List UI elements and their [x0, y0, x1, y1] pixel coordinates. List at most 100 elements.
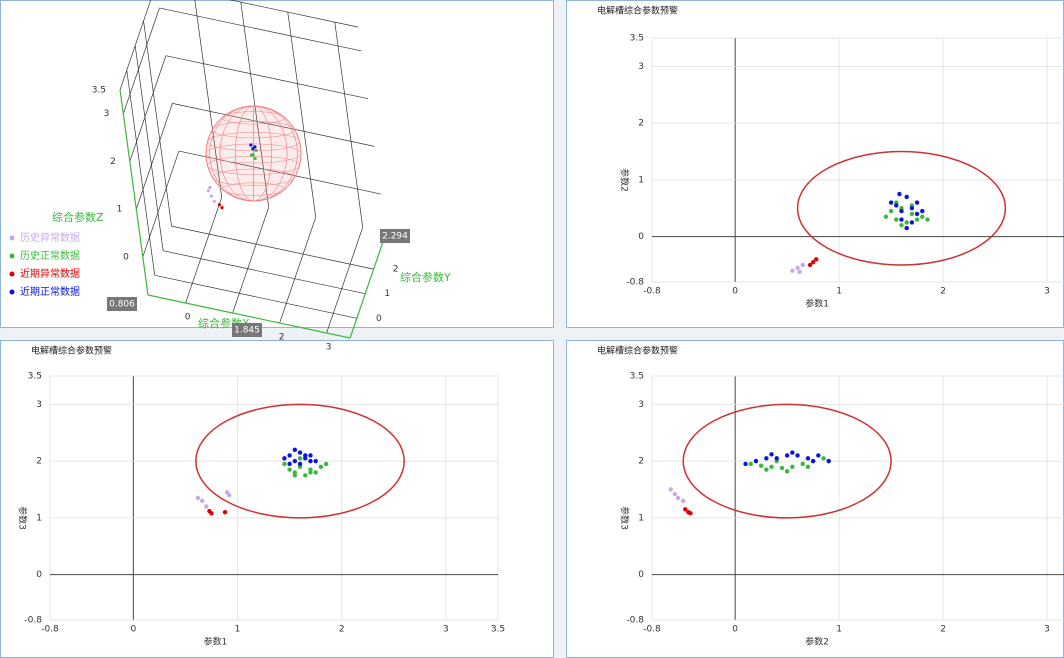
point — [297, 450, 303, 455]
y-tick-label: 3.5 — [630, 34, 644, 44]
grid-line — [194, 0, 223, 198]
point — [743, 461, 748, 467]
point — [313, 458, 318, 464]
y-axis — [349, 232, 387, 339]
x-tick-label: 3 — [1044, 287, 1050, 297]
point — [672, 491, 678, 497]
point — [251, 147, 255, 151]
z-tick-label: 3 — [104, 109, 110, 119]
point — [308, 453, 313, 458]
point — [297, 456, 303, 461]
point — [914, 200, 920, 205]
point — [282, 456, 287, 461]
y-tick-label: -0.8 — [24, 616, 42, 626]
point — [784, 453, 790, 458]
pointer-label: 1.845 — [234, 326, 260, 336]
point — [287, 453, 292, 458]
point — [303, 473, 308, 478]
point — [920, 214, 925, 219]
plot: -0.8 0 1 2 3 -0.8 0 1 2 3 3.5 参数2 参数3 — [619, 372, 1064, 648]
point — [748, 461, 753, 467]
y-tick-label: 0 — [638, 232, 644, 242]
threshold-ellipse — [195, 403, 405, 519]
point — [206, 189, 210, 193]
x-tick-label: 0 — [732, 625, 738, 635]
z-tick-label: 2 — [110, 157, 116, 167]
point — [764, 467, 769, 472]
point — [323, 461, 329, 467]
point — [287, 467, 292, 472]
grid-line — [240, 2, 270, 208]
point — [805, 464, 811, 469]
point — [909, 211, 915, 217]
point — [253, 145, 257, 149]
point — [308, 458, 313, 464]
z-tick-label: 3.5 — [92, 85, 106, 95]
grid-line — [165, 55, 369, 100]
x-tick-label: 2 — [339, 625, 345, 635]
grid-line — [229, 0, 359, 28]
x-tick-label: 0 — [130, 625, 136, 635]
grid-line — [163, 250, 366, 295]
point — [888, 208, 894, 214]
plot: -0.8 0 1 2 3 3.5 -0.8 0 1 2 3 3.5 参数1 参数3 — [17, 372, 506, 648]
x-axis-label: 参数1 — [204, 636, 228, 648]
legend-label: 近期异常数据 — [20, 267, 80, 280]
point — [764, 456, 769, 461]
threshold-ellipse — [682, 403, 892, 519]
point — [790, 268, 795, 273]
point — [909, 220, 915, 225]
point — [227, 492, 232, 498]
legend-label: 近期正常数据 — [20, 285, 80, 298]
point — [220, 206, 224, 210]
chart-title: 电解槽综合参数预警 — [31, 345, 112, 357]
grid-line — [326, 227, 364, 334]
y-tick-label: 1 — [638, 175, 644, 185]
point — [769, 452, 774, 457]
x-tick-label: 2 — [940, 287, 946, 297]
point — [914, 211, 920, 217]
y-tick-label: -0.8 — [626, 616, 644, 626]
point — [204, 504, 209, 509]
grid-line — [334, 22, 364, 228]
x-tick-label: 0 — [732, 287, 738, 297]
point — [914, 217, 920, 222]
point — [826, 458, 831, 464]
point — [209, 194, 213, 198]
pointer-box — [232, 323, 262, 337]
legend-swatch — [9, 235, 15, 241]
sphere-latitude — [205, 143, 302, 164]
point — [899, 208, 904, 214]
x-tick-label: 2 — [940, 625, 946, 635]
point — [683, 507, 688, 512]
legend-label: 历史异常数据 — [20, 231, 80, 244]
point — [894, 217, 899, 222]
point — [897, 191, 902, 197]
point — [790, 450, 795, 455]
pointer-label: 0.806 — [109, 300, 135, 310]
panel-2 — [0, 340, 554, 658]
x-axis — [147, 294, 351, 339]
x-tick-label: 3 — [443, 625, 449, 635]
point — [303, 453, 308, 458]
plot: -0.8 0 1 2 3 -0.8 0 1 2 3 3.5 参数1 参数2 — [619, 34, 1064, 310]
y-tick-label: 1 — [36, 513, 42, 523]
x-tick-label: 1 — [836, 625, 842, 635]
point — [904, 220, 909, 225]
point — [800, 262, 805, 268]
y-tick-label: 1 — [384, 289, 390, 299]
y-tick-label: -0.8 — [626, 278, 644, 288]
point — [894, 203, 899, 208]
y-axis-label: 参数3 — [17, 506, 29, 530]
point — [292, 447, 298, 452]
point — [814, 257, 819, 262]
y-tick-label: 0 — [638, 570, 644, 580]
point — [899, 223, 904, 228]
point — [195, 495, 201, 501]
point — [810, 259, 816, 265]
y-tick-label: 3 — [638, 62, 644, 72]
point — [199, 498, 205, 504]
point — [292, 458, 298, 464]
point — [287, 461, 292, 467]
z-axis — [119, 89, 149, 296]
